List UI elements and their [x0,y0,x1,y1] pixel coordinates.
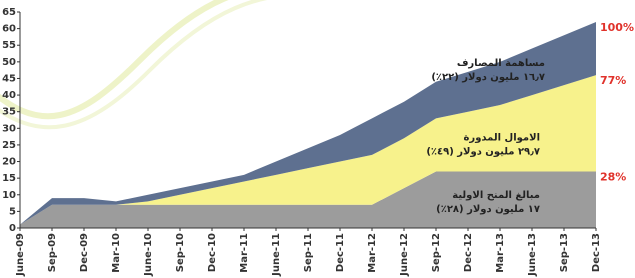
x-tick-label: Dec-10 [207,233,218,272]
decoration [0,0,300,116]
share-label: 100% [600,21,634,34]
y-tick-label: 5 [9,206,16,217]
x-tick-label: June-09 [15,233,26,277]
x-tick-label: June-11 [271,233,282,277]
x-tick-label: Mar-13 [495,233,506,273]
y-tick-label: 40 [2,90,16,101]
y-tick-label: 15 [2,173,16,184]
chart: مبالغ المنح الاولية ١٧ مليون دولار (٢٨٪) 2… [0,0,635,278]
x-tick-label: June-12 [399,233,410,277]
x-tick-label: Sep-10 [175,233,186,272]
series-note: ٢٩٫٧ مليون دولار (٤٩٪) [426,146,540,157]
y-tick-label: 45 [2,73,16,84]
y-tick-label: 50 [2,57,16,68]
y-tick-label: 35 [2,107,16,118]
x-tick-label: Dec-09 [79,233,90,272]
y-tick-label: 10 [2,190,16,201]
x-tick-label: Dec-11 [335,233,346,272]
y-tick-label: 20 [2,157,16,168]
share-label: 77% [600,74,626,87]
x-tick-label: Sep-13 [559,233,570,272]
x-tick-label: Mar-10 [111,233,122,273]
y-tick-label: 0 [9,223,16,234]
y-tick-label: 60 [2,24,16,35]
series-name: الاموال المدورة [464,132,540,143]
y-tick-label: 55 [2,40,16,51]
series-name: مبالغ المنح الاولية [452,190,540,201]
x-tick-label: Mar-11 [239,233,250,273]
x-tick-label: Sep-12 [431,233,442,272]
x-tick-label: Mar-12 [367,233,378,273]
series-note: ١٧ مليون دولار (٢٨٪) [436,204,540,215]
series-note: ١٦٫٧ مليون دولار (٢٢٪) [431,72,545,83]
y-tick-label: 65 [2,7,16,18]
x-tick-label: June-10 [143,233,154,277]
y-tick-label: 25 [2,140,16,151]
x-tick-label: Sep-11 [303,233,314,272]
x-tick-label: Dec-13 [591,233,602,272]
x-tick-label: Sep-09 [47,233,58,272]
series-name: مساهمة المصارف [457,58,545,69]
y-tick-label: 30 [2,123,16,134]
x-tick-label: June-13 [527,233,538,277]
decoration [0,0,320,127]
share-label: 28% [600,171,626,184]
x-tick-label: Dec-12 [463,233,474,272]
